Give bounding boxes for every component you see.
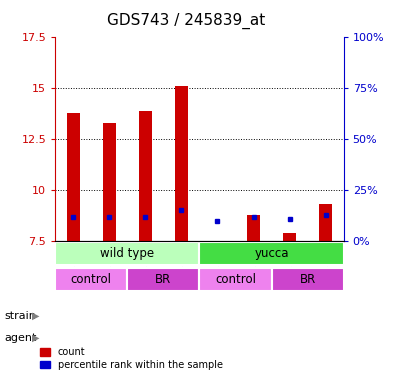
Text: BR: BR: [299, 273, 316, 286]
Bar: [199, 268, 272, 291]
Bar: [247, 214, 260, 241]
Bar: [283, 233, 296, 241]
Text: agent: agent: [4, 333, 36, 343]
Bar: [319, 204, 332, 241]
Text: control: control: [215, 273, 256, 286]
Text: ▶: ▶: [32, 333, 40, 343]
Bar: [272, 268, 344, 291]
Text: control: control: [71, 273, 112, 286]
Text: strain: strain: [4, 311, 36, 321]
Bar: [55, 268, 127, 291]
Text: yucca: yucca: [254, 247, 289, 260]
Bar: [127, 268, 199, 291]
Bar: [103, 123, 116, 241]
Bar: [199, 242, 344, 266]
Bar: [67, 113, 80, 241]
Bar: [55, 242, 199, 266]
Bar: [175, 86, 188, 241]
Legend: count, percentile rank within the sample: count, percentile rank within the sample: [40, 347, 223, 370]
Bar: [139, 111, 152, 241]
Text: BR: BR: [155, 273, 171, 286]
Text: ▶: ▶: [32, 311, 40, 321]
Text: GDS743 / 245839_at: GDS743 / 245839_at: [107, 13, 265, 29]
Text: wild type: wild type: [100, 247, 154, 260]
